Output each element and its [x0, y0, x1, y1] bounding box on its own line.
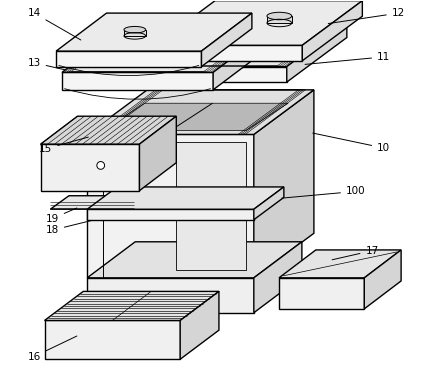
Polygon shape: [302, 1, 362, 61]
Text: 14: 14: [27, 8, 81, 40]
Text: 11: 11: [305, 52, 390, 65]
Polygon shape: [103, 103, 288, 131]
Polygon shape: [45, 291, 219, 321]
Text: 16: 16: [27, 336, 77, 361]
Ellipse shape: [267, 12, 292, 20]
Polygon shape: [201, 13, 252, 67]
Polygon shape: [87, 135, 254, 278]
Polygon shape: [254, 90, 314, 278]
Polygon shape: [132, 22, 347, 67]
Polygon shape: [132, 67, 287, 82]
Text: 13: 13: [27, 58, 65, 70]
Text: 18: 18: [46, 220, 92, 235]
Text: 19: 19: [46, 208, 77, 224]
Polygon shape: [62, 34, 263, 72]
Polygon shape: [87, 278, 254, 313]
Polygon shape: [364, 250, 401, 309]
Polygon shape: [213, 34, 263, 90]
Polygon shape: [176, 142, 246, 270]
Polygon shape: [62, 72, 213, 90]
Text: 100: 100: [282, 186, 365, 198]
Polygon shape: [279, 278, 364, 309]
Polygon shape: [279, 250, 401, 278]
Polygon shape: [254, 242, 302, 313]
Text: 12: 12: [328, 8, 405, 24]
Polygon shape: [124, 30, 146, 36]
Polygon shape: [41, 144, 139, 191]
Text: 17: 17: [332, 246, 379, 260]
Polygon shape: [41, 116, 176, 144]
Polygon shape: [87, 90, 314, 135]
Text: 15: 15: [39, 137, 89, 154]
Polygon shape: [50, 196, 152, 209]
Polygon shape: [56, 51, 201, 67]
Text: 10: 10: [313, 133, 390, 153]
Polygon shape: [180, 291, 219, 359]
Polygon shape: [87, 242, 302, 278]
Polygon shape: [45, 321, 180, 359]
Polygon shape: [267, 16, 292, 23]
Polygon shape: [155, 45, 302, 61]
Polygon shape: [87, 187, 284, 209]
Polygon shape: [254, 187, 284, 220]
Polygon shape: [139, 116, 176, 191]
Polygon shape: [155, 1, 362, 45]
Polygon shape: [287, 22, 347, 82]
Polygon shape: [56, 13, 252, 51]
Polygon shape: [87, 209, 254, 220]
Circle shape: [97, 161, 105, 169]
Ellipse shape: [124, 26, 146, 33]
